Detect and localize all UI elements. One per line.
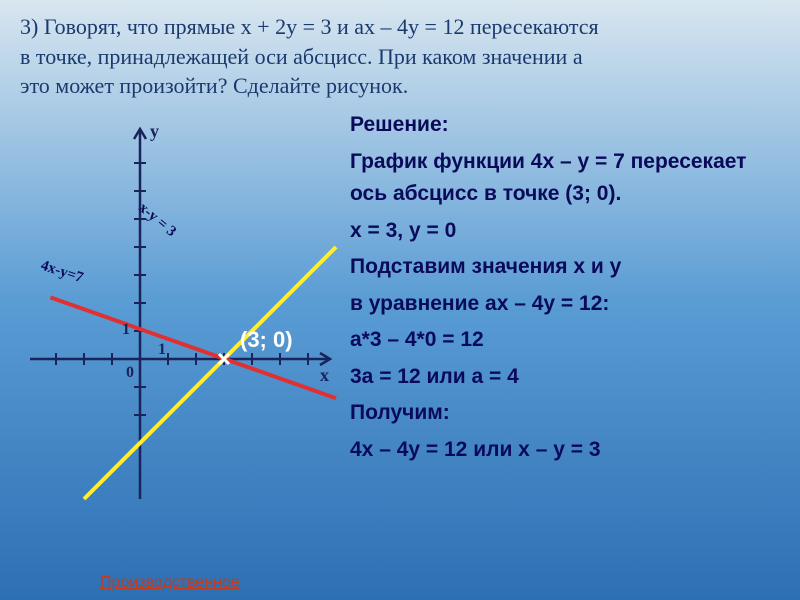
solution-line7: Получим: (350, 397, 780, 430)
footer-link[interactable]: Производственное (100, 574, 240, 592)
x-axis-label: x (320, 365, 329, 385)
content-row: x y 1 1 0 x-y = 3 4x-y=7 (3; 0) Решение:… (0, 109, 800, 509)
coordinate-chart: x y 1 1 0 x-y = 3 4x-y=7 (3; 0) (20, 109, 340, 509)
yellow-line (84, 247, 336, 499)
solution-line3: Подставим значения x и y (350, 251, 780, 284)
problem-line1: Говорят, что прямые x + 2y = 3 и ax – 4y… (44, 14, 599, 39)
solution-line8: 4x – 4y = 12 или x – y = 3 (350, 434, 780, 467)
solution-line5: a*3 – 4*0 = 12 (350, 324, 780, 357)
solution-block: Решение: График функции 4x – y = 7 перес… (340, 109, 780, 509)
solution-line2: x = 3, y = 0 (350, 215, 780, 248)
problem-statement: 3) Говорят, что прямые x + 2y = 3 и ax –… (0, 0, 800, 109)
tick-label-x1: 1 (158, 341, 166, 358)
solution-line4: в уравнение ax – 4y = 12: (350, 288, 780, 321)
y-axis-label: y (150, 121, 159, 141)
problem-line3: это может произойти? Сделайте рисунок. (20, 73, 408, 98)
red-line-label: 4x-y=7 (39, 258, 86, 287)
tick-label-y1: 1 (122, 321, 130, 338)
chart-container: x y 1 1 0 x-y = 3 4x-y=7 (3; 0) (20, 109, 340, 509)
solution-line6: 3a = 12 или a = 4 (350, 361, 780, 394)
red-line (50, 297, 336, 398)
problem-number: 3) (20, 14, 38, 39)
intersection-label: (3; 0) (240, 327, 293, 352)
problem-line2: в точке, принадлежащей оси абсцисс. При … (20, 44, 583, 69)
solution-heading: Решение: (350, 109, 780, 142)
origin-label: 0 (126, 364, 134, 381)
solution-line1: График функции 4x – y = 7 пересекает ось… (350, 146, 780, 211)
